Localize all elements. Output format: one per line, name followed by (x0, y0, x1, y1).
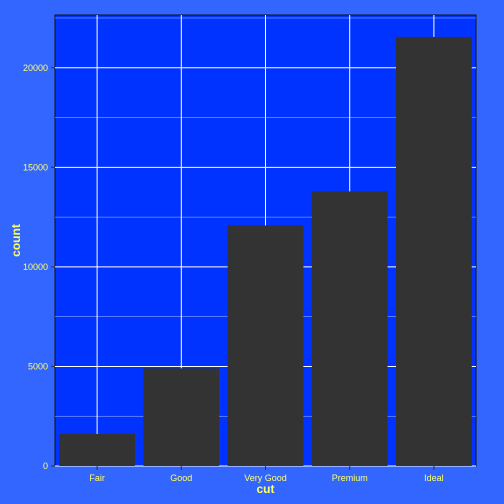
y-tick-label: 10000 (23, 262, 48, 272)
y-tick-label: 0 (43, 461, 48, 471)
bar-very-good (228, 225, 304, 466)
y-tick-label: 20000 (23, 63, 48, 73)
y-axis-title: count (9, 224, 23, 257)
x-axis-title: cut (257, 482, 275, 496)
y-tick-label: 15000 (23, 162, 48, 172)
x-tick-label: Good (170, 473, 192, 483)
x-tick-label: Premium (332, 473, 368, 483)
bar-fair (59, 434, 135, 466)
bar-ideal (396, 37, 472, 466)
bar-premium (312, 191, 388, 466)
bar-good (143, 368, 219, 466)
x-tick-label: Fair (89, 473, 105, 483)
y-tick-label: 5000 (28, 361, 48, 371)
x-tick-label: Ideal (424, 473, 444, 483)
